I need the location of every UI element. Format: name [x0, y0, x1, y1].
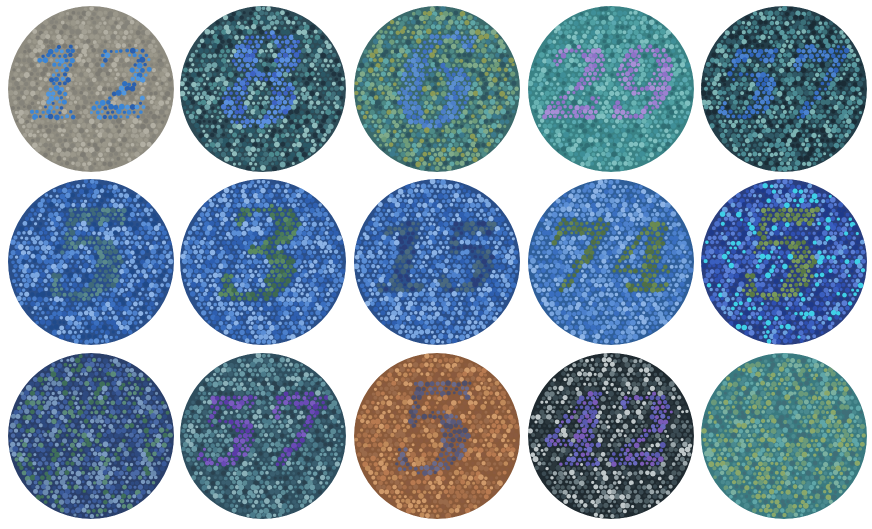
plate-15	[701, 353, 867, 519]
plate-11	[8, 353, 174, 519]
plate-5-dots	[701, 6, 867, 172]
plate-1-dots	[8, 6, 174, 172]
plate-7-dot-field	[180, 179, 346, 345]
plate-1-dot-field	[8, 6, 173, 171]
plate-2-dots	[180, 6, 346, 172]
plate-4	[528, 6, 694, 172]
plate-15-dot-field	[701, 353, 866, 519]
plate-3-dot-field	[354, 6, 519, 171]
plate-3-dots	[354, 6, 520, 172]
plate-6	[8, 179, 174, 345]
plate-10-dots	[701, 179, 867, 345]
plate-3	[354, 6, 520, 172]
plate-11-dot-field	[8, 353, 173, 519]
plate-9	[528, 179, 694, 345]
plate-2	[180, 6, 346, 172]
plate-8-dots	[354, 179, 520, 345]
plate-12-dots	[180, 353, 346, 519]
plate-8	[354, 179, 520, 345]
plate-13	[354, 353, 520, 519]
plate-4-dot-field	[528, 6, 693, 171]
plate-9-dots	[528, 179, 694, 345]
plate-14-dot-field	[528, 353, 693, 519]
plate-4-dots	[528, 6, 694, 172]
plate-14-dots	[528, 353, 694, 519]
plate-11-dots	[8, 353, 174, 519]
plate-2-dot-field	[180, 6, 345, 172]
plate-12-dot-field	[180, 353, 344, 519]
plate-5	[701, 6, 867, 172]
plate-9-dot-field	[528, 179, 694, 345]
plate-10-dot-field	[701, 179, 866, 345]
plate-5-dot-field	[701, 6, 866, 172]
plate-13-dot-field	[354, 353, 520, 519]
plate-15-dots	[701, 353, 867, 519]
plate-7	[180, 179, 346, 345]
plate-6-dot-field	[9, 179, 174, 345]
plate-12	[180, 353, 346, 519]
plate-1	[8, 6, 174, 172]
plate-7-dots	[180, 179, 346, 345]
plate-6-dots	[8, 179, 174, 345]
plate-13-dots	[354, 353, 520, 519]
plate-8-dot-field	[354, 179, 519, 345]
plate-14	[528, 353, 694, 519]
plate-10	[701, 179, 867, 345]
